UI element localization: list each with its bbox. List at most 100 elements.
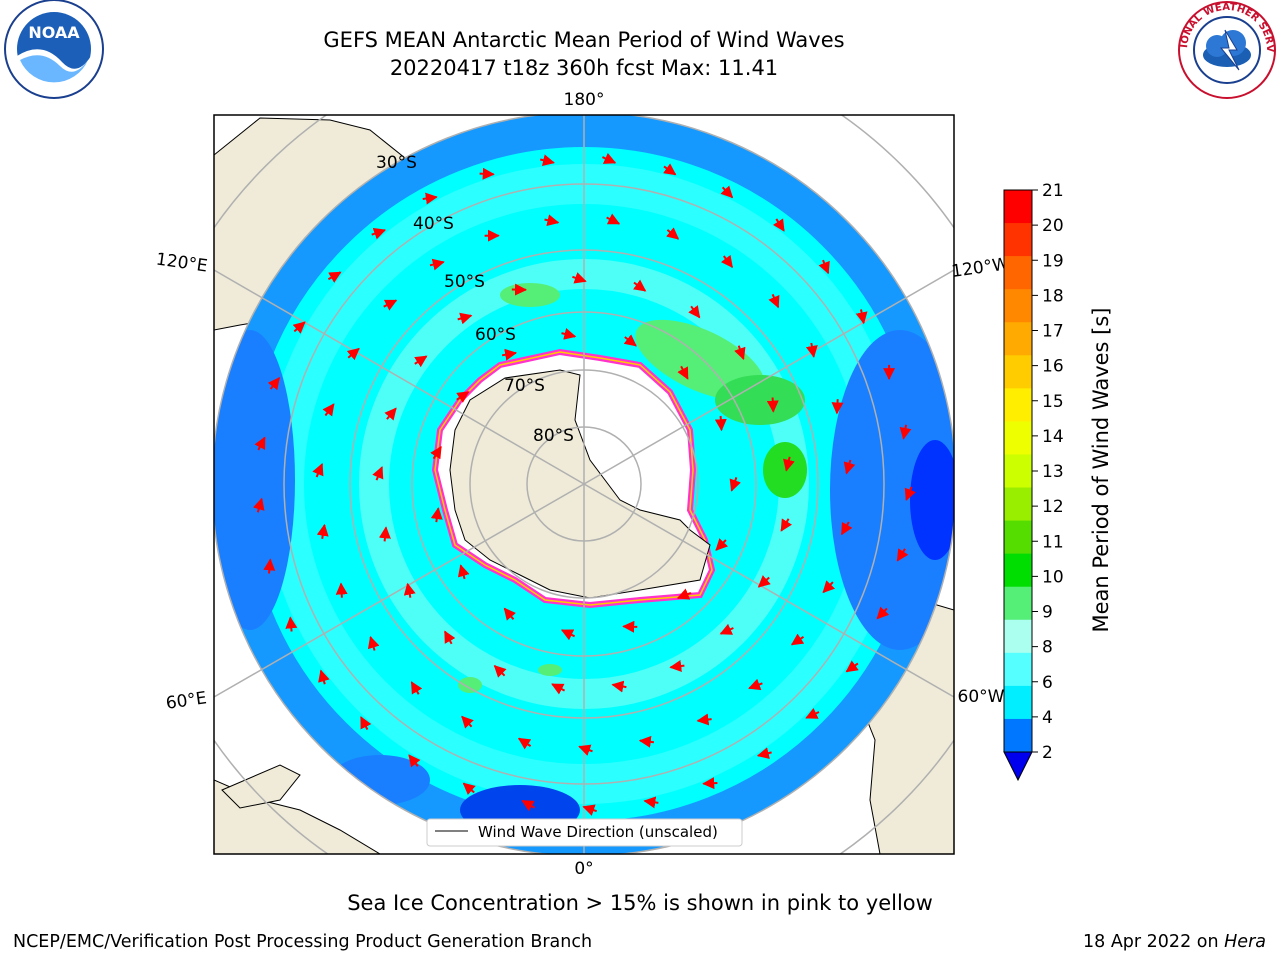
colorbar-tick-label: 19 xyxy=(1042,251,1064,271)
colorbar-tick-label: 6 xyxy=(1042,673,1053,693)
wave-direction-arrow xyxy=(461,715,474,729)
wave-direction-arrow xyxy=(677,365,689,380)
colorbar-tick-label: 12 xyxy=(1042,497,1064,517)
colorbar-segment xyxy=(1004,718,1032,753)
wave-direction-arrow xyxy=(688,305,701,319)
colorbar-tick-label: 20 xyxy=(1042,216,1064,236)
wave-direction-arrow xyxy=(367,635,380,651)
colorbar-segment xyxy=(1004,685,1032,720)
wave-direction-arrow xyxy=(822,580,836,594)
wave-direction-arrow xyxy=(757,575,771,588)
wave-direction-arrow xyxy=(316,523,329,539)
wave-direction-arrow xyxy=(561,328,577,340)
wave-direction-arrow xyxy=(720,254,733,269)
wave-direction-arrow xyxy=(360,716,372,731)
land-antarctica xyxy=(449,369,711,599)
wave-direction-arrow xyxy=(622,620,638,633)
colorbar-tick-label: 14 xyxy=(1042,427,1064,447)
label-70s: 70°S xyxy=(504,376,545,396)
wave-direction-arrow xyxy=(371,227,387,240)
colorbar-segment xyxy=(1004,256,1032,290)
wave-direction-arrow xyxy=(410,681,423,695)
colorbar-segment xyxy=(1004,553,1032,588)
wave-direction-arrow xyxy=(444,630,456,645)
wave-direction-arrow xyxy=(335,582,348,598)
wave-direction-arrow xyxy=(517,737,532,750)
wave-direction-arrow xyxy=(715,538,729,551)
wave-direction-arrow xyxy=(521,799,536,812)
colorbar-tick-label: 21 xyxy=(1042,181,1064,201)
wave-direction-arrow xyxy=(818,259,830,275)
wave-direction-arrow xyxy=(904,486,916,502)
wave-direction-arrow xyxy=(457,564,470,580)
wave-direction-arrow xyxy=(768,293,780,309)
wave-direction-arrow xyxy=(783,456,795,472)
wave-direction-arrow xyxy=(285,616,298,632)
colorbar: 21 20 19 18 17 16 15 14 13 12 11 10 9 8 6 4 2 Mean Perio… xyxy=(1003,181,1113,782)
wave-direction-arrow xyxy=(773,218,785,232)
sea-ice-note: Sea Ice Concentration > 15% is shown in … xyxy=(347,891,933,915)
colorbar-segment xyxy=(1004,355,1032,389)
wave-direction-arrow xyxy=(254,436,266,451)
colorbar-segment xyxy=(1004,487,1032,522)
wave-direction-arrow xyxy=(855,309,868,325)
wave-direction-arrow xyxy=(643,796,659,809)
wave-direction-arrow xyxy=(840,521,853,536)
colorbar-tick-label: 16 xyxy=(1042,357,1064,377)
wave-direction-arrow xyxy=(633,279,647,292)
wave-direction-arrow xyxy=(479,167,495,180)
colorbar-tick-label: 9 xyxy=(1042,603,1053,623)
label-60e: 60°E xyxy=(165,688,208,713)
svg-text:NOAA: NOAA xyxy=(28,23,80,42)
wave-direction-arrow xyxy=(539,154,555,167)
wave-direction-arrow xyxy=(638,735,655,748)
wave-direction-arrow xyxy=(831,399,844,415)
wave-direction-arrow xyxy=(805,707,820,719)
colorbar-tick-label: 13 xyxy=(1042,462,1064,482)
wave-direction-arrow xyxy=(318,669,330,685)
label-60w: 60°W xyxy=(958,687,1005,707)
wave-direction-arrow xyxy=(663,163,677,176)
colorbar-tick-label: 17 xyxy=(1042,322,1064,342)
wave-direction-arrow xyxy=(263,558,276,574)
wave-direction-arrow xyxy=(843,459,856,475)
wave-direction-arrow xyxy=(408,754,421,768)
label-40s: 40°S xyxy=(413,214,454,234)
wave-direction-arrow xyxy=(430,507,443,523)
colorbar-segment xyxy=(1004,289,1032,323)
parallel-labels: 30°S 40°S 50°S 60°S 70°S 80°S xyxy=(376,153,574,446)
wave-direction-arrow xyxy=(501,348,518,361)
wave-direction-arrow xyxy=(582,804,598,816)
wave-direction-arrow xyxy=(414,355,428,368)
wave-direction-arrow xyxy=(327,271,342,283)
colorbar-segment xyxy=(1004,520,1032,555)
wave-direction-arrow xyxy=(780,518,793,532)
wave-direction-arrow xyxy=(430,445,442,460)
colorbar-tick-label: 11 xyxy=(1042,532,1064,552)
wave-direction-arrow xyxy=(383,299,398,311)
wave-direction-arrow xyxy=(572,272,587,284)
label-0: 0° xyxy=(574,859,593,879)
label-80s: 80°S xyxy=(533,426,574,446)
wave-direction-arrow xyxy=(611,680,627,693)
colorbar-tick-label: 15 xyxy=(1042,392,1064,412)
wave-direction-arrow xyxy=(456,391,470,403)
wave-direction-arrow xyxy=(322,403,335,417)
colorbar-segment xyxy=(1004,190,1032,224)
wave-direction-arrow xyxy=(252,497,265,513)
issue-date: 18 Apr 2022 on Hera xyxy=(1083,932,1266,952)
wave-direction-arrow xyxy=(756,747,772,759)
credit-text: NCEP/EMC/Verification Post Processing Pr… xyxy=(13,932,593,952)
wave-direction-arrow xyxy=(748,678,763,691)
wave-direction-arrow xyxy=(312,462,324,478)
wave-direction-arrow xyxy=(676,588,692,600)
wave-direction-arrow xyxy=(422,192,438,205)
colorbar-segment xyxy=(1004,223,1032,257)
wave-direction-arrow xyxy=(790,633,805,646)
map-frame xyxy=(213,114,955,855)
noaa-logo: NOAA xyxy=(4,0,104,99)
wave-direction-arrow xyxy=(403,582,416,598)
wave-direction-arrow xyxy=(267,377,280,391)
colorbar-segment xyxy=(1004,322,1032,356)
